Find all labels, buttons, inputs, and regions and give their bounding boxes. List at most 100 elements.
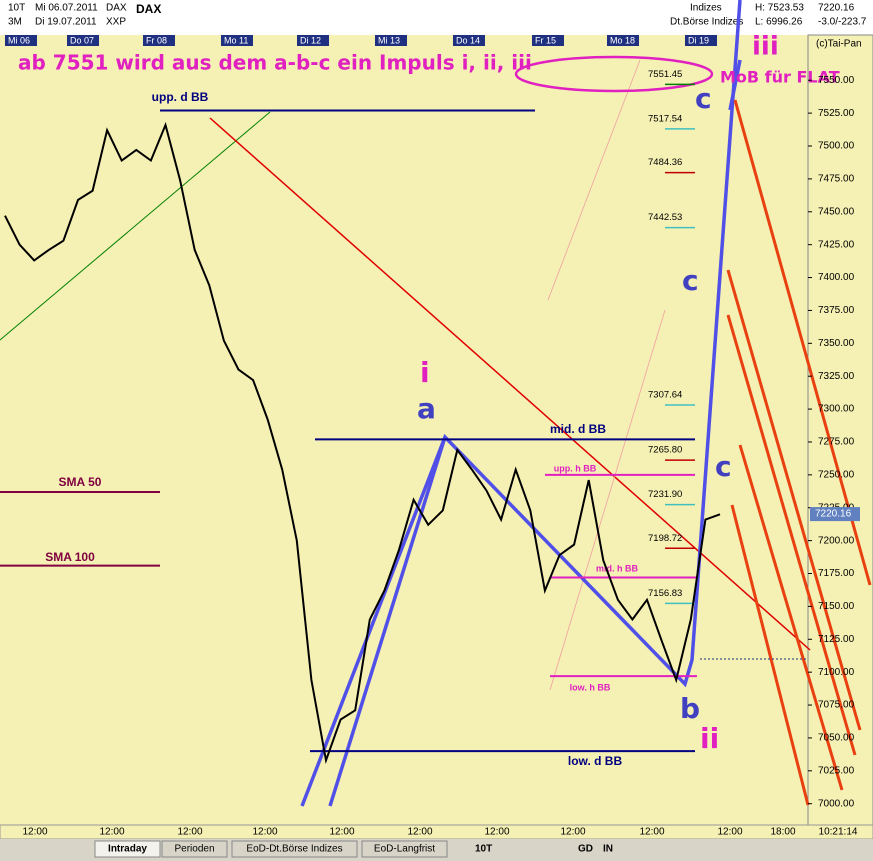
date-box: [375, 35, 407, 46]
y-tick-label: 7450.00: [818, 206, 855, 217]
tab-label[interactable]: Perioden: [174, 844, 214, 855]
date-label: Mi 06: [8, 35, 30, 45]
channel-line: [733, 99, 872, 586]
y-tick-label: 7325.00: [818, 371, 855, 382]
tab-label[interactable]: EoD-Dt.Börse Indizes: [246, 844, 342, 855]
wave-line: [300, 0, 742, 807]
level-label: 7307.64: [648, 390, 682, 401]
group: Indizes: [690, 3, 722, 14]
header: [0, 0, 873, 35]
date-label: Do 07: [70, 35, 94, 45]
annotation: MoB für FLAT: [720, 68, 840, 87]
last-price-tag: [810, 507, 860, 522]
toolbar-label[interactable]: IN: [603, 844, 613, 855]
y-tick-label: 7475.00: [818, 174, 855, 185]
y-tick-label: 7175.00: [818, 568, 855, 579]
date-box: [685, 35, 717, 46]
wave-label: a: [417, 392, 436, 425]
date-label: Di 12: [300, 35, 321, 45]
level-label: 7484.36: [648, 157, 682, 168]
tab-label[interactable]: Intraday: [108, 844, 147, 855]
source: Dt.Börse Indizes: [670, 17, 743, 28]
date-box: [453, 35, 485, 46]
y-tick-label: 7550.00: [818, 75, 855, 86]
y-tick-label: 7375.00: [818, 305, 855, 316]
y-tick-label: 7350.00: [818, 338, 855, 349]
date-label: Mi 13: [378, 35, 400, 45]
wave-label: b: [680, 692, 700, 725]
channel-lines: [726, 99, 872, 806]
band-label: upp. d BB: [152, 90, 209, 104]
last-price-label: 7220.16: [815, 509, 852, 520]
tab: [361, 840, 448, 858]
toolbar-label[interactable]: GD: [578, 844, 593, 855]
date-label: Fr 15: [535, 35, 556, 45]
band-label: SMA 100: [45, 550, 95, 564]
wave-label: i: [420, 356, 430, 389]
y-tick-label: 7400.00: [818, 272, 855, 283]
date-box: [607, 35, 639, 46]
price-line: [4, 121, 721, 765]
date-label: Do 14: [456, 35, 480, 45]
level-label: 7156.83: [648, 588, 682, 599]
y-tick-label: 7425.00: [818, 239, 855, 250]
tab: [231, 840, 358, 858]
trend-line: [549, 309, 666, 691]
band-label: low. h BB: [570, 682, 611, 692]
band-label: mid. h BB: [596, 563, 638, 573]
x-tick-label: 12:00: [407, 827, 432, 838]
level-label: 7551.45: [648, 69, 682, 80]
level-label: 7265.80: [648, 445, 682, 456]
change: -3.0/-223.7: [818, 17, 867, 28]
x-tick-label: 12:00: [99, 827, 124, 838]
band-label: upp. h BB: [554, 463, 597, 473]
date-box: [297, 35, 329, 46]
y-tick-label: 7150.00: [818, 601, 855, 612]
channel-line: [738, 444, 844, 791]
wave-label: c: [695, 82, 712, 115]
y-tick-label: 7200.00: [818, 535, 855, 546]
y-tick-label: 7500.00: [818, 141, 855, 152]
symbol: DAX: [106, 3, 127, 14]
wave-label: c: [682, 264, 699, 297]
level-label: 7442.53: [648, 212, 682, 223]
date-box: [5, 35, 37, 46]
high: H: 7523.53: [755, 3, 804, 14]
x-tick-label: 18:00: [770, 827, 795, 838]
trend-line: [547, 59, 641, 301]
date-label: Di 19: [688, 35, 709, 45]
tab: [94, 840, 161, 858]
x-tick-label: 12:00: [484, 827, 509, 838]
x-tick-label: 12:00: [717, 827, 742, 838]
date-label: Fr 08: [146, 35, 167, 45]
trend-line: [0, 111, 271, 341]
channel-line: [726, 269, 862, 731]
x-tick-label: 12:00: [177, 827, 202, 838]
wave-line: [728, 59, 742, 111]
y-tick-label: 7250.00: [818, 469, 855, 480]
tab-label[interactable]: EoD-Langfrist: [374, 844, 435, 855]
range: 3M: [8, 17, 22, 28]
x-tick-label: 12:00: [252, 827, 277, 838]
exchange: XXP: [106, 17, 126, 28]
toolbar-label[interactable]: 10T: [475, 844, 492, 855]
wave-label: c: [715, 450, 732, 483]
y-tick-label: 7075.00: [818, 700, 855, 711]
wave-label: iii: [752, 32, 779, 62]
date-label: Mo 11: [224, 35, 248, 45]
y-tick-label: 7300.00: [818, 404, 855, 415]
band-label: mid. d BB: [550, 422, 606, 436]
x-tick-label: 12:00: [22, 827, 47, 838]
low: L: 6996.26: [755, 17, 803, 28]
wave-line: [328, 436, 447, 807]
x-tick-label: 12:00: [560, 827, 585, 838]
trend-line: [209, 117, 811, 651]
date-box: [67, 35, 99, 46]
y-axis-panel: [807, 34, 873, 826]
y-tick-label: 7125.00: [818, 634, 855, 645]
band-label: SMA 50: [59, 475, 102, 489]
wave-label: ii: [700, 722, 719, 755]
y-tick-label: 7000.00: [818, 798, 855, 809]
copyright: (c)Tai-Pan: [816, 39, 862, 50]
